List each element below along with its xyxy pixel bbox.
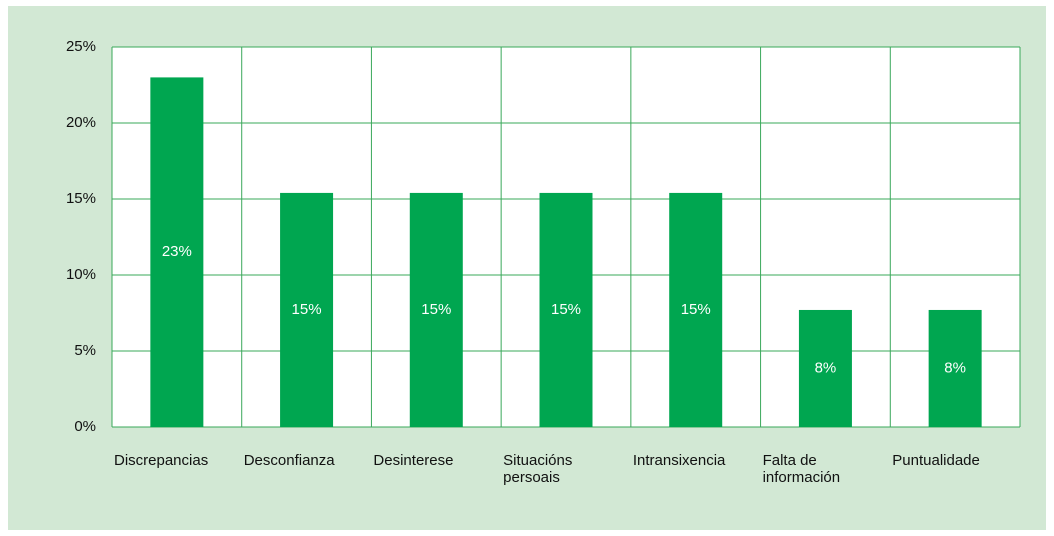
value-label: 8% <box>944 359 966 376</box>
value-label: 15% <box>551 301 581 318</box>
x-tick-label: Desinterese <box>373 452 454 469</box>
bar <box>539 192 593 427</box>
bar <box>150 77 204 428</box>
x-tick-label: Falta de información <box>762 452 841 486</box>
x-tick-label: Desconfianza <box>243 452 335 469</box>
y-tick-label: 0% <box>74 418 96 435</box>
y-tick-label: 20% <box>66 114 96 131</box>
bar <box>280 192 334 427</box>
value-label: 8% <box>815 359 837 376</box>
bar <box>928 309 982 427</box>
y-tick-label: 10% <box>66 266 96 283</box>
bar <box>409 192 463 427</box>
x-tick-label: Situacións persoais <box>503 452 573 486</box>
value-label: 23% <box>162 243 192 260</box>
y-tick-label: 5% <box>74 342 96 359</box>
value-label: 15% <box>292 301 322 318</box>
y-tick-label: 25% <box>66 38 96 55</box>
x-tick-label: Puntualidade <box>892 452 980 469</box>
value-label: 15% <box>681 301 711 318</box>
y-tick-label: 15% <box>66 190 96 207</box>
bar <box>798 309 852 427</box>
x-tick-label: Discrepancias <box>114 452 209 469</box>
x-tick-label: Intransixencia <box>632 452 726 469</box>
bar <box>669 192 723 427</box>
value-label: 15% <box>421 301 451 318</box>
